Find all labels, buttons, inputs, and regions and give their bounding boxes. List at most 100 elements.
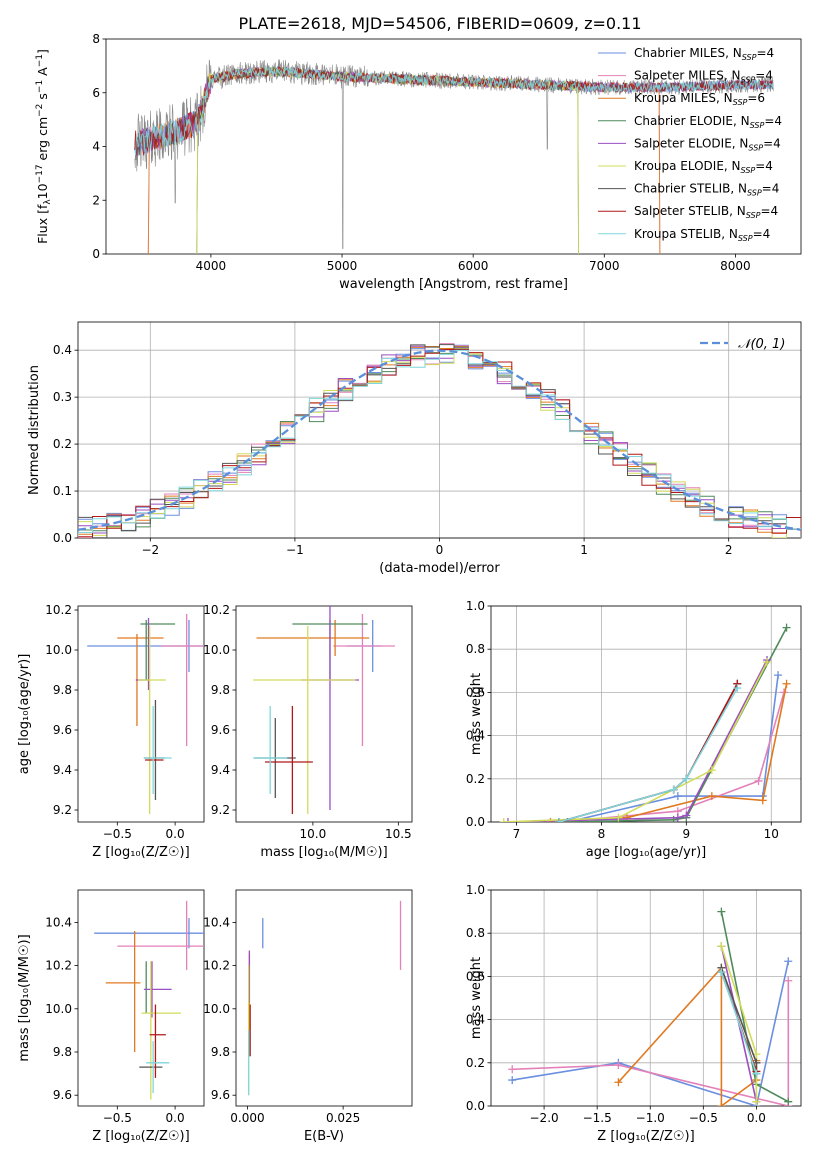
spectrum-ylabel: Flux [fλ10−17 erg cm−2 s−1 A−1] <box>35 49 53 244</box>
legend-entry: Kroupa STELIB, NSSP=4 <box>634 227 770 243</box>
spectrum-xtick-label: 6000 <box>458 259 489 273</box>
massweight-vs-Z-ytick-label: 0.4 <box>466 1013 485 1027</box>
massweight-vs-age-point-marker <box>546 818 555 822</box>
massweight-vs-age-xtick-label: 9 <box>683 827 691 841</box>
massweight-vs-Z-point-marker <box>614 1078 623 1087</box>
massweight-vs-Z-point-marker <box>784 976 793 985</box>
mass-vs-ebv-ytick-label: 10.0 <box>203 1002 230 1016</box>
age-vs-mass-xlabel: mass [log₁₀(M/M☉)] <box>260 845 387 860</box>
age-vs-Z-ytick-label: 9.6 <box>53 723 72 737</box>
spectrum-frame <box>105 38 802 255</box>
spectrum-xlabel: wavelength [Angstrom, rest frame] <box>339 277 568 292</box>
age-vs-Z-ytick-label: 9.2 <box>53 803 72 817</box>
age-vs-Z-ytick-label: 10.0 <box>45 643 72 657</box>
mass-vs-Z-ytick-label: 10.0 <box>45 1002 72 1016</box>
residuals-xtick-label: 0 <box>436 543 444 557</box>
age-vs-mass-ytick-label: 10.0 <box>203 643 230 657</box>
spectrum-xtick-label: 8000 <box>720 259 751 273</box>
massweight-vs-age-series-line <box>503 661 768 822</box>
residuals-xlabel: (data-model)/error <box>379 561 500 576</box>
age-vs-Z-ytick-label: 9.4 <box>53 763 72 777</box>
figure-title: PLATE=2618, MJD=54506, FIBERID=0609, z=0… <box>238 14 641 33</box>
mass-vs-Z-ytick-label: 10.4 <box>45 915 72 929</box>
spectrum-model-line <box>134 65 774 156</box>
age-vs-Z-ytick-label: 9.8 <box>53 683 72 697</box>
mass-vs-Z-ytick-label: 10.2 <box>45 959 72 973</box>
massweight-vs-Z-xtick-label: −0.5 <box>689 1111 718 1125</box>
legend-entry: Kroupa ELODIE, NSSP=4 <box>634 159 773 175</box>
massweight-vs-age-point-marker <box>754 776 763 785</box>
massweight-vs-Z-point-marker <box>717 942 726 951</box>
massweight-vs-age-point-marker <box>554 818 563 822</box>
massweight-vs-Z-point-marker <box>614 1060 623 1069</box>
legend-entry: Salpeter MILES, NSSP=4 <box>634 69 773 85</box>
legend-entry: Salpeter ELODIE, NSSP=4 <box>634 136 781 152</box>
mass-vs-ebv-ytick-label: 9.6 <box>211 1088 230 1102</box>
massweight-vs-age-point-marker <box>782 623 791 632</box>
age-vs-mass-ytick-label: 9.2 <box>211 803 230 817</box>
mass-vs-ebv-xtick-label: 0.025 <box>326 1111 360 1125</box>
massweight-vs-age-series-line <box>558 687 738 822</box>
mass-vs-Z-xlabel: Z [log₁₀(Z/Z☉)] <box>92 1129 189 1144</box>
age-vs-mass-xtick-label: 10.5 <box>385 827 412 841</box>
massweight-vs-age-xlabel: age [log₁₀(age/yr)] <box>586 845 707 860</box>
spectrum-legend: Chabrier MILES, NSSP=4 Salpeter MILES, NS… <box>598 46 782 243</box>
gaussian-reference-line <box>78 349 801 531</box>
massweight-vs-Z-ytick-label: 0.6 <box>466 969 485 983</box>
residuals-histogram-step <box>78 344 801 538</box>
age-vs-Z-frame <box>77 605 205 823</box>
age-vs-mass-ytick-label: 9.4 <box>211 763 230 777</box>
massweight-vs-Z-series-line <box>512 961 790 1106</box>
massweight-vs-Z-ytick-label: 0.8 <box>466 926 485 940</box>
mass-vs-Z-xtick-label: −0.5 <box>103 1111 132 1125</box>
mass-vs-Z-ytick-label: 9.6 <box>53 1088 72 1102</box>
mass-vs-Z-frame <box>77 889 205 1107</box>
mass-vs-ebv-ytick-label: 10.4 <box>203 915 230 929</box>
legend-entry: Chabrier STELIB, NSSP=4 <box>634 182 779 198</box>
spectrum-xtick-label: 4000 <box>196 259 227 273</box>
mass-vs-ebv-axes: 0.000 0.025 9.6 9.8 10.0 10.2 10.4 E(B-V) <box>203 889 413 1144</box>
massweight-vs-age-point-marker <box>673 813 682 822</box>
massweight-vs-age-plot-area <box>499 623 791 822</box>
residuals-plot-area <box>78 343 801 538</box>
massweight-vs-age-point-marker <box>774 671 783 680</box>
massweight-vs-age-xtick-label: 10 <box>764 827 779 841</box>
spectrum-ytick-label: 6 <box>92 86 100 100</box>
spectrum-axes: 4000 5000 6000 7000 8000 0 2 4 6 8 wavelength [Ang… <box>92 32 802 292</box>
massweight-vs-Z-point-marker <box>717 907 726 916</box>
massweight-vs-age-point-marker <box>707 766 716 775</box>
residuals-ytick-label: 0.3 <box>53 390 72 404</box>
massweight-vs-Z-xtick-label: −1.5 <box>583 1111 612 1125</box>
legend-entry: Chabrier ELODIE, NSSP=4 <box>634 114 782 130</box>
mass-vs-Z-xtick-label: 0.0 <box>166 1111 185 1125</box>
mass-vs-ebv-ytick-label: 10.2 <box>203 959 230 973</box>
massweight-vs-age-point-marker <box>758 796 767 805</box>
age-vs-mass-plot-area <box>253 606 395 814</box>
massweight-vs-Z-xtick-label: 0.0 <box>747 1111 766 1125</box>
massweight-vs-Z-ytick-label: 0.0 <box>466 1099 485 1113</box>
residuals-ytick-label: 0.4 <box>53 343 72 357</box>
massweight-vs-Z-point-marker <box>784 1097 793 1106</box>
spectrum-ytick-label: 4 <box>92 140 100 154</box>
legend-entry: Salpeter STELIB, NSSP=4 <box>634 204 778 220</box>
spectrum-ytick-label: 0 <box>92 247 100 261</box>
massweight-vs-Z-point-marker <box>717 968 726 977</box>
massweight-vs-Z-point-marker <box>752 1069 761 1078</box>
residuals-ytick-label: 0.0 <box>53 531 72 545</box>
age-vs-Z-xtick-label: 0.0 <box>166 827 185 841</box>
massweight-vs-age-point-marker <box>682 774 691 783</box>
massweight-vs-age-xtick-label: 7 <box>513 827 521 841</box>
massweight-vs-age-point-marker <box>669 785 678 794</box>
massweight-vs-Z-series-line <box>720 971 758 1074</box>
massweight-vs-Z-xtick-label: −2.0 <box>530 1111 559 1125</box>
mass-vs-ebv-xlabel: E(B-V) <box>304 1129 344 1144</box>
mass-vs-Z-ytick-label: 9.8 <box>53 1045 72 1059</box>
massweight-vs-age-xtick-label: 8 <box>598 827 606 841</box>
spectrum-xtick-label: 7000 <box>589 259 620 273</box>
massweight-vs-Z-series-line <box>512 980 790 1106</box>
mass-vs-ebv-xtick-label: 0.000 <box>230 1111 264 1125</box>
mass-vs-Z-plot-area <box>94 900 204 1100</box>
age-vs-Z-axes: −0.5 0.0 9.2 9.4 9.6 9.8 10.0 10.2 Z [log₁₀(Z/Z☉… <box>17 603 205 860</box>
massweight-vs-Z-point-marker <box>752 1097 761 1106</box>
